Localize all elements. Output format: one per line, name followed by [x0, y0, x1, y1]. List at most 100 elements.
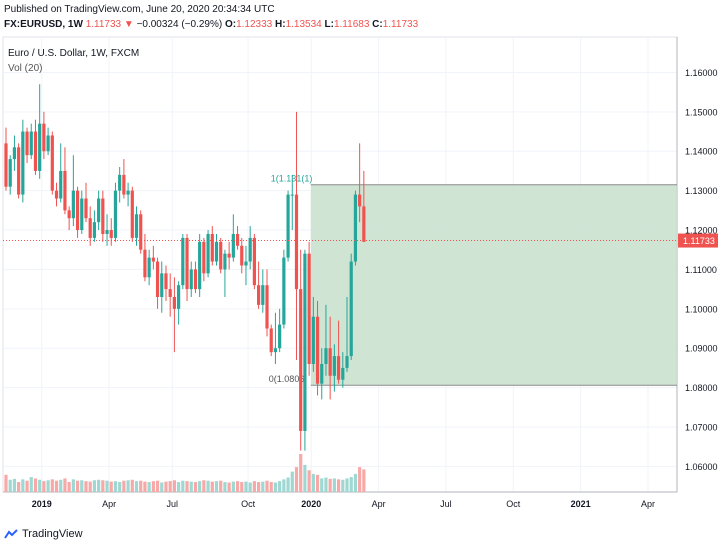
x-tick-label: Oct	[506, 499, 521, 509]
volume-bar	[278, 481, 282, 492]
volume-bar	[122, 480, 126, 492]
candle-body	[235, 233, 240, 246]
tradingview-logo-icon	[4, 529, 18, 539]
volume-bar	[71, 479, 75, 492]
candle-body	[362, 206, 366, 242]
candle-body	[223, 253, 227, 270]
candle-body	[92, 222, 97, 238]
symbol-label: FX:EURUSD, 1W	[4, 19, 83, 30]
candle-body	[273, 348, 278, 353]
volume-bar	[63, 478, 67, 492]
last-price: 1.11733	[85, 19, 122, 30]
volume-bar	[59, 479, 63, 492]
volume-bar	[286, 477, 290, 492]
volume-bar	[29, 477, 33, 492]
volume-bar	[214, 481, 219, 492]
legend-title: Euro / U.S. Dollar, 1W, FXCM	[8, 48, 139, 59]
candle-body	[210, 233, 214, 262]
candle-body	[46, 135, 50, 152]
price-chart[interactable]: 1.16000 1.15000 1.14000 1.13000 1.12000 1.110…	[0, 36, 719, 520]
x-tick-label: Apr	[102, 499, 116, 509]
candle-body	[71, 190, 75, 219]
candle-body	[358, 194, 362, 207]
candle-body	[105, 230, 109, 234]
y-tick-label: 1.13000	[685, 186, 718, 196]
candle-body	[8, 159, 12, 187]
x-tick-label: Jul	[167, 499, 179, 509]
volume-bar	[54, 480, 59, 492]
volume-bar	[139, 480, 143, 492]
volume-bar	[282, 479, 286, 492]
volume-bar	[185, 481, 189, 492]
volume-bar	[101, 480, 105, 492]
volume-bar	[134, 481, 139, 492]
volume-bar	[168, 481, 172, 492]
candle-body	[269, 328, 273, 353]
volume-bar	[177, 482, 181, 492]
volume-bar	[67, 482, 71, 492]
candle-body	[12, 147, 17, 160]
candle-body	[101, 198, 105, 234]
candle-body	[294, 194, 299, 290]
candle-body	[67, 210, 71, 219]
volume-bar	[244, 481, 248, 492]
volume-bar	[193, 482, 198, 492]
candle-body	[139, 214, 143, 250]
candle-body	[38, 123, 42, 171]
candle-body	[155, 261, 160, 297]
volume-bar	[210, 481, 214, 492]
volume-bar	[151, 481, 155, 492]
y-tick-label: 1.07000	[685, 423, 718, 433]
low-value: 1.11683	[333, 19, 370, 30]
open-value: 1.12333	[236, 19, 273, 30]
fib-zone	[310, 184, 677, 386]
candle-body	[80, 198, 84, 231]
volume-bar	[17, 482, 21, 492]
symbol-quote-line: FX:EURUSD, 1W 1.11733 ▼ −0.00324 (−0.29%…	[4, 19, 418, 30]
volume-bar	[290, 471, 294, 492]
candle-body	[303, 253, 307, 431]
y-tick-label: 1.14000	[685, 147, 718, 157]
volume-bar	[235, 481, 240, 492]
volume-bar	[42, 481, 46, 492]
candle-body	[299, 289, 303, 431]
candle-body	[84, 198, 88, 219]
volume-bar	[349, 477, 353, 492]
candle-body	[353, 194, 358, 262]
candle-body	[29, 131, 33, 156]
volume-bar	[46, 480, 50, 492]
volume-bar	[118, 482, 122, 492]
volume-bar	[257, 482, 261, 492]
volume-bar	[97, 479, 101, 492]
x-tick-label: Oct	[241, 499, 256, 509]
candle-body	[54, 190, 59, 199]
candle-body	[134, 214, 139, 238]
volume-bar	[324, 477, 328, 492]
footer-branding: TradingView	[4, 528, 83, 540]
volume-bar	[261, 481, 265, 492]
volume-bar	[206, 480, 210, 492]
candle-body	[252, 237, 256, 286]
volume-bar	[227, 482, 231, 492]
y-tick-label: 1.12000	[685, 226, 718, 236]
candle-body	[328, 348, 332, 376]
volume-bar	[21, 479, 25, 492]
x-tick-label: Apr	[372, 499, 386, 509]
open-label: O:	[224, 19, 237, 30]
close-label: C:	[372, 19, 383, 30]
volume-bar	[320, 478, 324, 492]
volume-bar	[307, 470, 311, 492]
candle-body	[290, 194, 294, 196]
candle-body	[214, 241, 219, 262]
volume-bar	[4, 474, 8, 492]
candle-body	[160, 273, 164, 297]
volume-bar	[130, 479, 134, 492]
x-tick-label: Apr	[641, 499, 655, 509]
published-line: Published on TradingView.com, June 20, 2…	[4, 4, 275, 15]
low-label: L:	[324, 19, 334, 30]
candle-body	[341, 367, 345, 380]
volume-bar	[311, 473, 315, 492]
volume-bar	[223, 482, 227, 492]
candle-body	[349, 261, 353, 357]
volume-bar	[252, 481, 256, 492]
